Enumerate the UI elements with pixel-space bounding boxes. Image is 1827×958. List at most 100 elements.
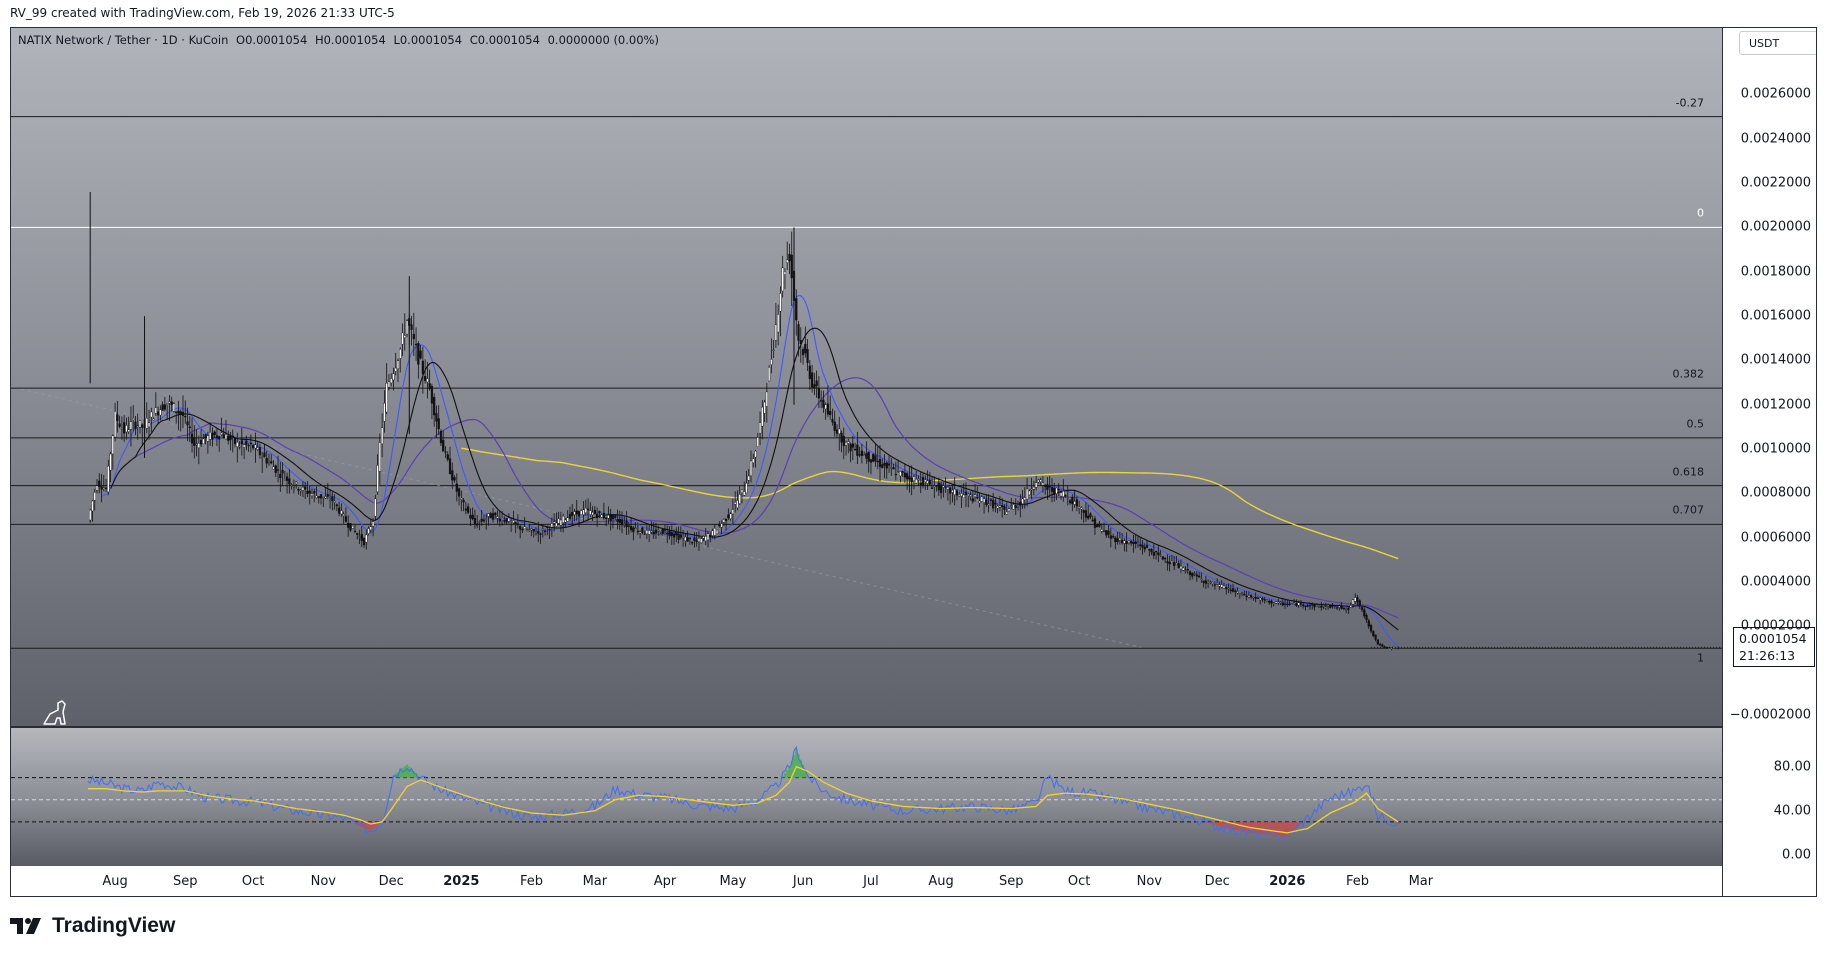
candle-body[interactable] bbox=[437, 418, 440, 430]
candle-body[interactable] bbox=[620, 519, 624, 526]
candle-body[interactable] bbox=[1125, 541, 1128, 544]
candle-body[interactable] bbox=[1356, 597, 1359, 603]
candle-body[interactable] bbox=[783, 271, 787, 276]
candle-body[interactable] bbox=[992, 500, 995, 509]
candle-body[interactable] bbox=[430, 386, 434, 404]
rsi-chart-svg[interactable] bbox=[11, 728, 1722, 866]
candle-body[interactable] bbox=[568, 513, 572, 519]
candle-body[interactable] bbox=[190, 433, 194, 444]
candle-body[interactable] bbox=[969, 494, 972, 497]
candle-body[interactable] bbox=[464, 508, 467, 511]
candle-body[interactable] bbox=[942, 485, 945, 488]
candle-body[interactable] bbox=[1351, 599, 1355, 605]
candle-body[interactable] bbox=[532, 529, 535, 532]
candle-body[interactable] bbox=[605, 517, 608, 519]
candle-body[interactable] bbox=[976, 497, 979, 499]
candle-body[interactable] bbox=[890, 467, 893, 469]
candle-body[interactable] bbox=[209, 432, 212, 440]
candle-body[interactable] bbox=[295, 481, 298, 485]
candle-body[interactable] bbox=[607, 515, 610, 519]
candle-body[interactable] bbox=[668, 530, 671, 537]
candle-body[interactable] bbox=[462, 500, 465, 503]
candle-body[interactable] bbox=[1059, 492, 1063, 497]
candle-body[interactable] bbox=[865, 453, 868, 459]
candle-body[interactable] bbox=[808, 365, 811, 379]
candle-body[interactable] bbox=[1270, 600, 1273, 604]
candle-body[interactable] bbox=[799, 340, 802, 345]
candle-body[interactable] bbox=[1075, 499, 1078, 507]
candle-body[interactable] bbox=[283, 479, 286, 481]
candle-body[interactable] bbox=[310, 493, 314, 497]
candle-body[interactable] bbox=[1123, 540, 1126, 544]
candle-body[interactable] bbox=[222, 434, 225, 439]
candle-body[interactable] bbox=[962, 494, 965, 498]
candle-body[interactable] bbox=[1157, 552, 1160, 556]
candle-body[interactable] bbox=[1032, 486, 1035, 490]
candle-body[interactable] bbox=[711, 530, 714, 536]
candle-body[interactable] bbox=[471, 514, 474, 520]
candle-body[interactable] bbox=[1388, 647, 1391, 650]
candle-body[interactable] bbox=[926, 480, 929, 484]
candle-body[interactable] bbox=[371, 521, 375, 527]
candle-body[interactable] bbox=[998, 505, 1002, 508]
candle-body[interactable] bbox=[709, 534, 712, 537]
candle-body[interactable] bbox=[1236, 591, 1239, 594]
candle-body[interactable] bbox=[553, 521, 556, 524]
candle-body[interactable] bbox=[127, 429, 130, 432]
candle-body[interactable] bbox=[1204, 580, 1207, 584]
candle-body[interactable] bbox=[555, 522, 558, 527]
candle-body[interactable] bbox=[727, 514, 730, 519]
candle-body[interactable] bbox=[236, 442, 239, 447]
rsi-pane[interactable] bbox=[11, 728, 1722, 866]
candle-body[interactable] bbox=[1166, 561, 1169, 563]
candle-body[interactable] bbox=[494, 512, 497, 516]
candle-body[interactable] bbox=[1141, 544, 1144, 548]
candle-body[interactable] bbox=[684, 536, 687, 541]
candle-body[interactable] bbox=[1007, 508, 1011, 512]
candle-body[interactable] bbox=[643, 533, 646, 535]
candle-body[interactable] bbox=[795, 298, 798, 321]
candle-body[interactable] bbox=[1324, 606, 1327, 608]
candle-body[interactable] bbox=[557, 518, 560, 524]
candle-body[interactable] bbox=[1234, 590, 1237, 593]
candle-body[interactable] bbox=[1145, 545, 1149, 548]
candle-body[interactable] bbox=[955, 490, 959, 496]
candle-body[interactable] bbox=[602, 513, 606, 519]
candle-body[interactable] bbox=[908, 476, 911, 480]
candle-body[interactable] bbox=[616, 519, 619, 522]
candle-body[interactable] bbox=[444, 451, 447, 453]
candle-body[interactable] bbox=[1066, 496, 1069, 499]
candle-body[interactable] bbox=[790, 254, 793, 279]
candle-body[interactable] bbox=[1311, 604, 1314, 606]
candle-body[interactable] bbox=[1041, 482, 1045, 486]
candle-body[interactable] bbox=[455, 483, 458, 492]
candle-body[interactable] bbox=[541, 528, 544, 530]
candle-body[interactable] bbox=[134, 421, 137, 430]
candle-body[interactable] bbox=[170, 401, 173, 405]
candle-body[interactable] bbox=[1259, 597, 1262, 601]
candle-body[interactable] bbox=[811, 372, 814, 388]
candle-body[interactable] bbox=[448, 458, 452, 474]
candle-body[interactable] bbox=[1227, 587, 1230, 590]
candle-body[interactable] bbox=[1218, 584, 1221, 587]
candle-body[interactable] bbox=[982, 498, 986, 503]
candle-body[interactable] bbox=[754, 450, 757, 458]
candle-body[interactable] bbox=[487, 513, 490, 517]
candle-body[interactable] bbox=[1170, 560, 1174, 564]
candle-body[interactable] bbox=[369, 526, 372, 531]
candle-body[interactable] bbox=[1012, 504, 1015, 510]
candle-body[interactable] bbox=[238, 446, 241, 448]
candle-body[interactable] bbox=[1109, 535, 1112, 539]
candle-body[interactable] bbox=[996, 505, 999, 509]
tradingview-logo[interactable]: TradingView bbox=[10, 914, 175, 938]
candle-body[interactable] bbox=[1207, 582, 1210, 584]
candle-body[interactable] bbox=[650, 530, 653, 533]
candle-body[interactable] bbox=[118, 423, 121, 427]
candle-body[interactable] bbox=[627, 525, 630, 527]
candle-body[interactable] bbox=[523, 526, 526, 529]
rsi-ma-line[interactable] bbox=[87, 765, 1399, 834]
candle-body[interactable] bbox=[247, 445, 250, 447]
candle-body[interactable] bbox=[290, 484, 293, 486]
candle-body[interactable] bbox=[1358, 600, 1361, 606]
candle-body[interactable] bbox=[215, 435, 219, 438]
